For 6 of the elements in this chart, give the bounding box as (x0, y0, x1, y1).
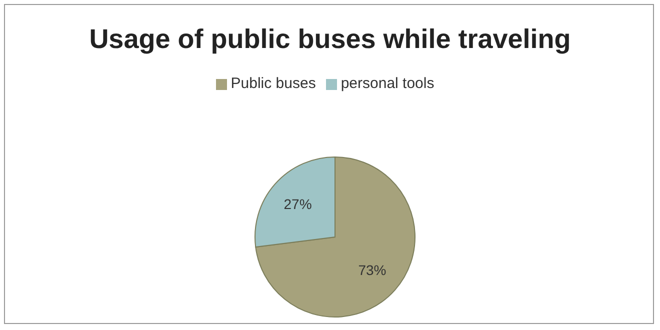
data-label: 73% (358, 262, 386, 278)
chart-title: Usage of public buses while traveling (88, 24, 572, 55)
legend-label: personal tools (340, 75, 434, 92)
data-label: 27% (284, 196, 312, 212)
legend-label: Public buses (230, 75, 316, 92)
pie-slice (255, 156, 416, 318)
